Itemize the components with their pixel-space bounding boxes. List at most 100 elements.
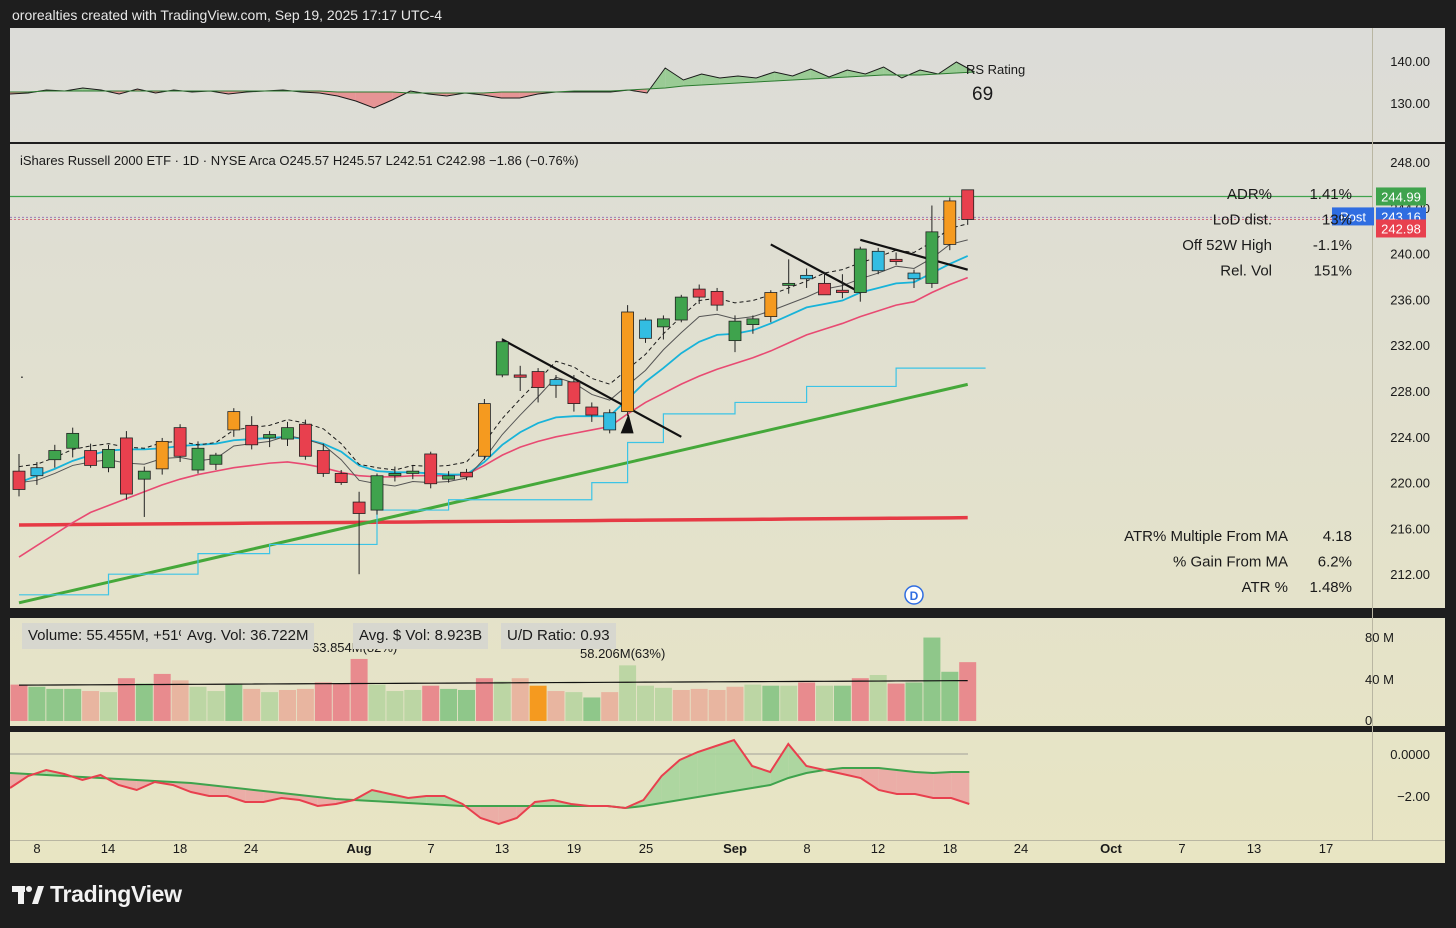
volume-bar[interactable] (296, 688, 314, 721)
candle-body[interactable] (263, 434, 277, 439)
volume-bar[interactable] (887, 683, 905, 721)
volume-bar[interactable] (547, 691, 565, 721)
volume-bar[interactable] (923, 637, 941, 721)
volume-bar[interactable] (744, 684, 762, 721)
candle-body[interactable] (925, 231, 939, 284)
candle-body[interactable] (853, 248, 867, 293)
candle-body[interactable] (674, 296, 688, 321)
volume-bar[interactable] (601, 692, 619, 721)
candle-body[interactable] (66, 432, 80, 449)
candle-body[interactable] (513, 374, 527, 378)
volume-bar[interactable] (959, 662, 977, 721)
candle-body[interactable] (477, 403, 491, 457)
volume-bar[interactable] (905, 682, 923, 721)
candle-body[interactable] (155, 440, 169, 470)
volume-bar[interactable] (726, 686, 744, 721)
volume-bar[interactable] (207, 691, 225, 721)
candle-body[interactable] (889, 258, 903, 263)
candle-body[interactable] (961, 189, 975, 220)
volume-bar[interactable] (583, 697, 601, 721)
volume-bar[interactable] (529, 685, 547, 721)
volume-bar[interactable] (368, 684, 386, 721)
candle-body[interactable] (388, 473, 402, 477)
candle-body[interactable] (603, 412, 617, 431)
volume-bar[interactable] (117, 678, 135, 721)
candle-body[interactable] (567, 381, 581, 404)
volume-bar[interactable] (833, 685, 851, 721)
candle-body[interactable] (424, 453, 438, 485)
volume-bar[interactable] (798, 682, 816, 721)
candle-body[interactable] (907, 272, 921, 280)
volume-bar[interactable] (153, 673, 171, 721)
volume-bar[interactable] (314, 682, 332, 721)
candle-body[interactable] (102, 448, 115, 469)
volume-bar[interactable] (46, 688, 64, 721)
volume-bar[interactable] (261, 692, 279, 721)
volume-bar[interactable] (851, 678, 869, 721)
candle-body[interactable] (639, 319, 652, 339)
volume-bar[interactable] (762, 685, 780, 721)
volume-bar[interactable] (619, 665, 637, 721)
volume-bar[interactable] (332, 683, 350, 721)
volume-bar[interactable] (816, 685, 833, 721)
volume-bar[interactable] (225, 684, 243, 721)
candle-body[interactable] (191, 447, 205, 471)
volume-bar[interactable] (10, 684, 28, 721)
candle-body[interactable] (442, 475, 456, 480)
volume-bar[interactable] (475, 678, 493, 721)
volume-bar[interactable] (64, 688, 82, 721)
volume-bar[interactable] (565, 692, 583, 721)
candle-body[interactable] (495, 341, 509, 376)
candle-body[interactable] (227, 411, 241, 431)
volume-bar[interactable] (422, 685, 440, 721)
volume-bar[interactable] (350, 658, 368, 721)
volume-bar[interactable] (637, 685, 654, 721)
candle-body[interactable] (710, 290, 724, 306)
candle-body[interactable] (836, 289, 849, 293)
volume-bar[interactable] (404, 689, 422, 721)
candle-body[interactable] (585, 406, 599, 416)
volume-bar[interactable] (869, 674, 887, 721)
candle-body[interactable] (298, 423, 312, 457)
candle-body[interactable] (746, 318, 760, 325)
volume-bar[interactable] (279, 689, 296, 721)
volume-bar[interactable] (28, 686, 46, 721)
volume-bar[interactable] (440, 688, 458, 721)
candle-body[interactable] (692, 288, 706, 298)
candle-body[interactable] (370, 475, 384, 511)
candle-body[interactable] (800, 274, 813, 280)
candle-body[interactable] (173, 427, 187, 457)
candle-body[interactable] (460, 471, 473, 478)
volume-bar[interactable] (654, 687, 672, 721)
candle-body[interactable] (120, 437, 133, 495)
candle-body[interactable] (84, 450, 97, 466)
volume-bar[interactable] (171, 680, 189, 721)
volume-bar[interactable] (493, 681, 511, 721)
volume-bar[interactable] (458, 689, 475, 721)
candle-body[interactable] (764, 292, 778, 317)
candle-body[interactable] (30, 467, 44, 477)
candle-body[interactable] (48, 450, 62, 461)
volume-bar[interactable] (672, 689, 690, 721)
volume-bar[interactable] (690, 688, 708, 721)
candle-body[interactable] (818, 282, 831, 296)
candle-body[interactable] (531, 371, 545, 388)
candle-body[interactable] (12, 470, 26, 490)
candle-body[interactable] (728, 320, 742, 342)
tradingview-logo[interactable]: TradingView (12, 881, 182, 908)
candle-body[interactable] (334, 473, 348, 484)
candle-body[interactable] (943, 200, 957, 245)
candle-body[interactable] (316, 450, 330, 474)
candle-body[interactable] (281, 427, 294, 440)
volume-bar[interactable] (189, 686, 207, 721)
candle-body[interactable] (549, 379, 563, 386)
candle-body[interactable] (352, 501, 366, 514)
candle-body[interactable] (137, 470, 151, 480)
volume-bar[interactable] (243, 688, 261, 721)
volume-bar[interactable] (386, 691, 404, 721)
candle-body[interactable] (209, 454, 223, 465)
volume-bar[interactable] (135, 683, 153, 721)
candle-body[interactable] (406, 470, 420, 474)
